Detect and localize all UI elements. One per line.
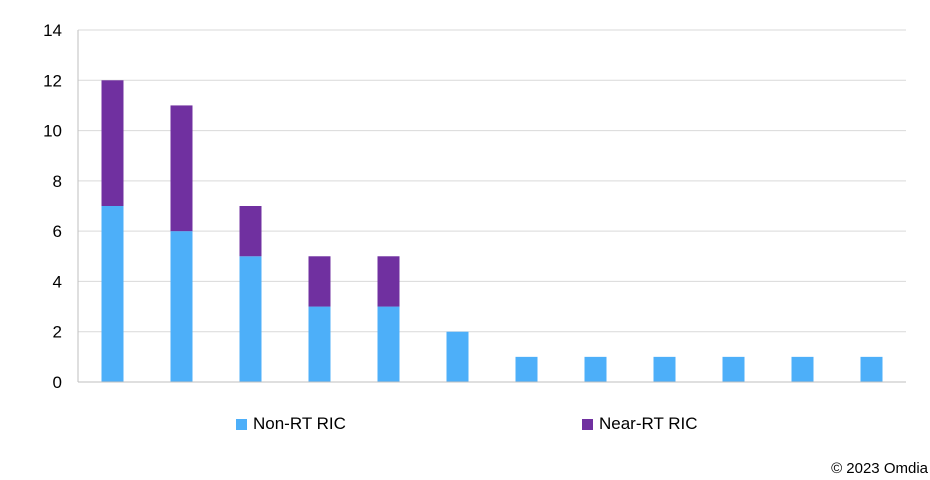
bar-segment-near-rt-ric (308, 256, 331, 307)
y-tick-label: 14 (43, 21, 62, 40)
y-tick-label: 8 (53, 172, 62, 191)
y-tick-label: 2 (53, 323, 62, 342)
copyright-notice: © 2023 Omdia (831, 460, 928, 477)
legend-label-non-rt-ric: Non-RT RIC (253, 414, 346, 433)
y-tick-label: 6 (53, 222, 62, 241)
bar-segment-non-rt-ric (446, 331, 469, 382)
bar-segment-non-rt-ric (860, 356, 883, 382)
bar-segment-non-rt-ric (584, 356, 607, 382)
gridlines (78, 29, 906, 333)
legend: Non-RT RIC Near-RT RIC (0, 412, 930, 436)
y-tick-label: 12 (43, 71, 62, 90)
legend-swatch-near-rt-ric (582, 418, 593, 430)
bar-segment-near-rt-ric (170, 105, 193, 232)
y-tick-label: 4 (53, 272, 62, 291)
y-tick-label: 0 (53, 373, 62, 392)
bar-segment-non-rt-ric (653, 356, 676, 382)
legend-item-near-rt-ric: Near-RT RIC (582, 412, 698, 436)
bar-segment-non-rt-ric (308, 306, 331, 382)
bar-segment-near-rt-ric (239, 206, 262, 257)
bar-segment-non-rt-ric (239, 256, 262, 382)
bar-segment-near-rt-ric (101, 80, 124, 206)
bar-segment-non-rt-ric (722, 356, 745, 382)
legend-label-near-rt-ric: Near-RT RIC (599, 414, 698, 433)
bar-segment-non-rt-ric (170, 231, 193, 382)
bar-segment-non-rt-ric (791, 356, 814, 382)
legend-swatch-non-rt-ric (236, 418, 247, 430)
y-tick-label: 10 (43, 122, 62, 141)
bar-segment-near-rt-ric (377, 256, 400, 307)
stacked-bar-chart: 0 2 4 6 8 10 12 14 (43, 21, 906, 392)
legend-item-non-rt-ric: Non-RT RIC (236, 412, 346, 436)
y-axis-tick-labels: 0 2 4 6 8 10 12 14 (43, 21, 62, 392)
bar-segment-non-rt-ric (515, 356, 538, 382)
bar-segment-non-rt-ric (101, 206, 124, 382)
bar-segment-non-rt-ric (377, 306, 400, 382)
bars (101, 80, 883, 382)
